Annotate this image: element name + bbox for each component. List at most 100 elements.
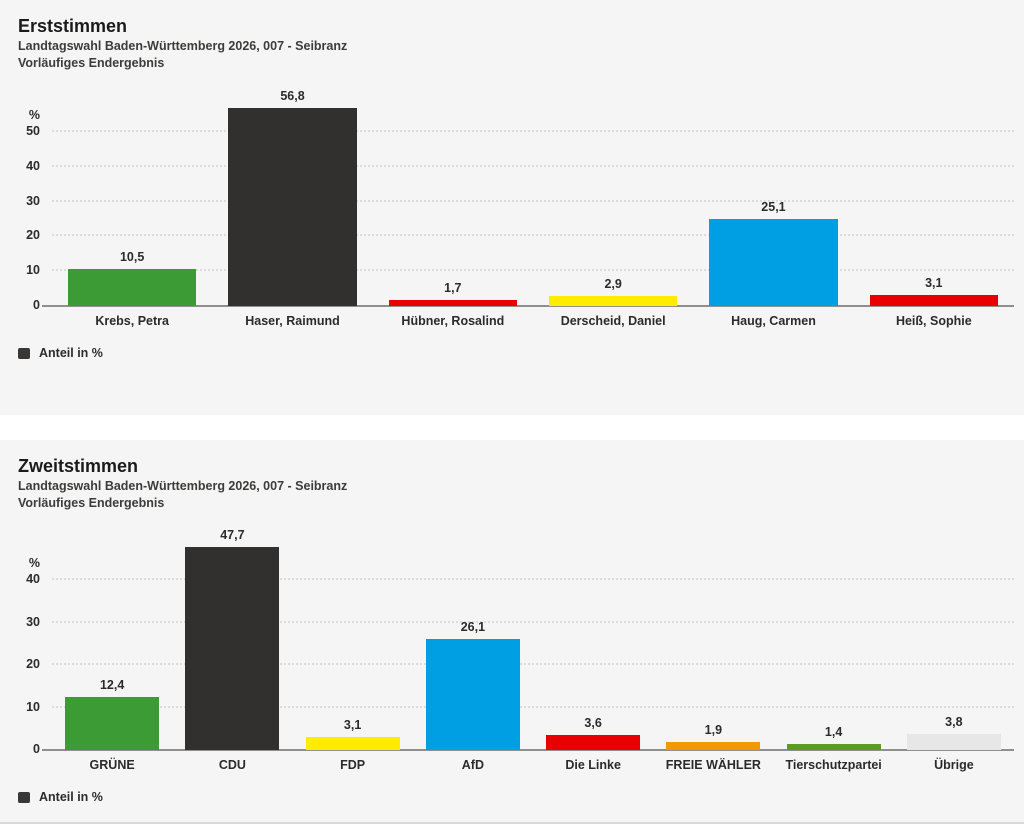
- chart-bar-freie-w-hler: 1,9: [666, 723, 761, 750]
- bar-value-label: 3,1: [343, 717, 362, 732]
- bars-row: 12,4 47,7 3,1 26,1 3,6 1,9 1,4 3,8: [52, 528, 1014, 750]
- y-axis-tick-40: 40: [26, 158, 40, 173]
- bar-value-label: 3,8: [945, 714, 963, 729]
- erststimmen-title: Erststimmen: [18, 16, 128, 36]
- erststimmen-panel: Erststimmen Landtagswahl Baden-Württembe…: [0, 0, 1024, 360]
- erststimmen-subtitle-line1: Landtagswahl Baden-Württemberg 2026, 007…: [18, 39, 348, 53]
- y-axis-tick-20: 20: [26, 228, 40, 243]
- erststimmen-plot-area: 0 10 20 30 40 50% 10,5 56,8 1,7 2,9 25,1 3,1: [26, 89, 1014, 312]
- bar-slot: 10,5: [52, 116, 212, 306]
- y-axis-tick-50: 50: [26, 124, 40, 138]
- bar-value-label: 47,7: [220, 528, 245, 543]
- chart-bar-gr-ne: 12,4: [65, 678, 160, 750]
- chart-bar-krebs-petra: 10,5: [68, 250, 197, 306]
- chart-bar-haser-raimund: 56,8: [228, 89, 357, 306]
- category-label: Hübner, Rosalind: [401, 314, 505, 328]
- gridline-20: [52, 234, 1014, 237]
- bar-slot: 3,6: [533, 540, 653, 750]
- bar-slot: 1,4: [774, 540, 894, 750]
- category-label: FREIE WÄHLER: [665, 758, 761, 772]
- zweitstimmen-header: Zweitstimmen Landtagswahl Baden-Württemb…: [0, 440, 1024, 512]
- chart-bar-h-bner-rosalind: 1,7: [388, 281, 517, 306]
- category-label: Übrige: [934, 758, 974, 772]
- bar-value-label: 12,4: [99, 678, 125, 693]
- panel-gap: [0, 415, 1024, 440]
- category-label: CDU: [218, 758, 246, 772]
- bar-slot: 47,7: [172, 528, 292, 750]
- bar-value-label: 25,1: [761, 199, 786, 214]
- zweitstimmen-subtitle-line2: Vorläufiges Endergebnis: [18, 496, 165, 510]
- bar-value-label: 26,1: [460, 620, 486, 635]
- erststimmen-legend: Anteil in %: [18, 346, 1024, 360]
- y-axis-tick-0: 0: [33, 298, 40, 312]
- y-axis-tick-0: 0: [33, 742, 40, 756]
- gridline-10: [52, 269, 1014, 272]
- bar-value-label: 3,1: [925, 276, 943, 291]
- bar-slot: 56,8: [212, 89, 372, 306]
- category-label: Krebs, Petra: [95, 314, 169, 328]
- x-axis-baseline: [42, 749, 1014, 751]
- category-label: Tierschutzpartei: [785, 758, 882, 772]
- chart-bar--brige: 3,8: [906, 715, 1001, 750]
- category-label: FDP: [340, 758, 366, 772]
- erststimmen-x-axis-labels: Krebs, Petra Haser, Raimund Hübner, Rosali…: [52, 314, 1014, 328]
- category-label: GRÜNE: [89, 758, 135, 772]
- gridline-40: [52, 578, 1014, 580]
- zweitstimmen-legend: Anteil in %: [18, 790, 1024, 804]
- bar-value-label: 56,8: [280, 89, 305, 104]
- zweitstimmen-x-axis-labels: GRÜNE CDU FDP AfD Die Linke FREIE WÄHLER Tiers…: [52, 758, 1014, 772]
- bar-slot: 26,1: [413, 540, 533, 750]
- chart-bar-cdu: 47,7: [185, 528, 280, 750]
- chart-bar-haug-carmen: 25,1: [709, 200, 838, 306]
- bar-value-label: 2,9: [604, 276, 622, 291]
- zweitstimmen-panel: Zweitstimmen Landtagswahl Baden-Württemb…: [0, 440, 1024, 824]
- category-label: Die Linke: [565, 758, 621, 772]
- bar-slot: 2,9: [533, 116, 693, 306]
- bar-slot: 3,8: [894, 540, 1014, 750]
- gridline-50: [52, 130, 1014, 132]
- gridline-30: [52, 199, 1014, 202]
- gridline-10: [52, 705, 1014, 708]
- bar-slot: 25,1: [693, 116, 853, 306]
- legend-swatch-icon: [18, 791, 30, 803]
- category-label: AfD: [461, 758, 484, 772]
- chart-bar-tierschutzpartei: 1,4: [786, 725, 881, 750]
- erststimmen-header: Erststimmen Landtagswahl Baden-Württembe…: [0, 0, 1024, 72]
- bar-slot: 3,1: [854, 116, 1014, 306]
- y-axis-tick-40: 40: [26, 572, 40, 586]
- zweitstimmen-plot-area: 0 10 20 30 40% 12,4 47,7 3,1 26,1 3,6 1,9 1,4 3,8: [26, 528, 1014, 756]
- zweitstimmen-title: Zweitstimmen: [18, 456, 139, 476]
- bar-slot: 1,9: [653, 540, 773, 750]
- chart-bar-fdp: 3,1: [305, 718, 400, 750]
- chart-bar-die-linke: 3,6: [546, 716, 641, 750]
- category-label: Haug, Carmen: [731, 314, 816, 328]
- gridline-20: [52, 663, 1014, 665]
- chart-bar-derscheid-daniel: 2,9: [549, 277, 678, 306]
- chart-bar-hei-sophie: 3,1: [869, 276, 998, 306]
- gridline-40: [52, 164, 1014, 167]
- zweitstimmen-subtitle-line1: Landtagswahl Baden-Württemberg 2026, 007…: [18, 479, 348, 493]
- y-axis-tick-10: 10: [26, 699, 40, 714]
- bar-value-label: 10,5: [119, 250, 145, 265]
- bar-value-label: 1,7: [444, 281, 462, 296]
- bar-slot: 1,7: [373, 116, 533, 306]
- category-label: Haser, Raimund: [245, 314, 340, 328]
- legend-label: Anteil in %: [39, 790, 103, 804]
- bars-row: 10,5 56,8 1,7 2,9 25,1 3,1: [52, 89, 1014, 306]
- y-axis-tick-30: 30: [26, 614, 40, 629]
- bar-slot: 3,1: [293, 540, 413, 750]
- bar-slot: 12,4: [52, 540, 172, 750]
- erststimmen-subtitle-line2: Vorläufiges Endergebnis: [18, 56, 165, 70]
- y-axis-tick-30: 30: [26, 193, 40, 208]
- y-axis-unit-label: %: [28, 556, 40, 570]
- bar-value-label: 1,4: [824, 725, 843, 740]
- gridline-30: [52, 620, 1014, 623]
- legend-label: Anteil in %: [39, 346, 103, 360]
- category-label: Derscheid, Daniel: [560, 314, 666, 328]
- y-axis-unit-label: %: [28, 108, 40, 122]
- x-axis-baseline: [42, 305, 1014, 307]
- bar-value-label: 3,6: [584, 715, 602, 730]
- y-axis-tick-20: 20: [26, 657, 40, 671]
- legend-swatch-icon: [18, 347, 30, 359]
